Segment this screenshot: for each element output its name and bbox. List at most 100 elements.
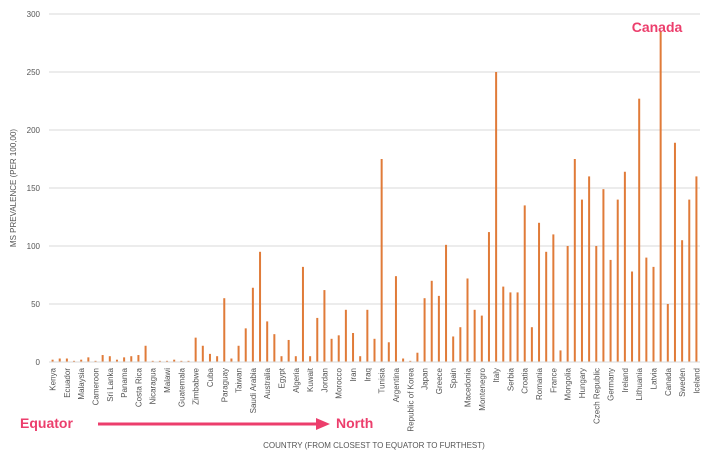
x-tick-label: Morocco [335, 367, 344, 398]
bar [151, 360, 154, 362]
bar [588, 176, 591, 362]
bars [51, 31, 698, 363]
x-tick-label: Kuwait [306, 367, 315, 392]
x-tick-label: Sri Lanka [106, 367, 115, 401]
bar [616, 199, 619, 362]
x-tick-label: Croatia [521, 367, 530, 393]
bar [294, 356, 297, 362]
bar [237, 345, 240, 362]
bar [359, 356, 362, 362]
bar [266, 321, 269, 362]
canada-annotation: Canada [632, 19, 683, 35]
bar [580, 199, 583, 362]
y-tick-label: 200 [27, 126, 41, 135]
bar [402, 358, 405, 362]
x-tick-label: Egypt [278, 367, 287, 388]
bar [137, 355, 140, 362]
x-axis-ticks: Kenya Ecuador Malaysia Cameroon Sri Lanka Pan… [49, 367, 702, 431]
bar [538, 222, 541, 362]
bar [58, 358, 61, 362]
y-tick-label: 50 [31, 300, 40, 309]
x-tick-label: Iran [349, 368, 358, 382]
x-axis-title: COUNTRY (FROM CLOSEST TO EQUATOR TO FURT… [263, 441, 485, 450]
bar [330, 338, 333, 362]
x-tick-label: Japan [421, 368, 430, 390]
bar [94, 360, 97, 362]
x-tick-label: Argentina [392, 367, 401, 402]
bar [73, 360, 76, 362]
bar [416, 352, 419, 362]
bar [280, 356, 283, 362]
x-tick-label: Saudi Arabia [249, 367, 258, 413]
y-tick-label: 250 [27, 68, 41, 77]
bar [452, 336, 455, 362]
x-tick-label: Romania [535, 367, 544, 400]
bar [609, 259, 612, 362]
bar [309, 356, 312, 362]
north-annotation: North [336, 415, 373, 431]
bar [208, 353, 211, 362]
x-tick-label: Lithuania [635, 367, 644, 400]
x-tick-label: Malaysia [77, 367, 86, 399]
bar [559, 350, 562, 362]
gridlines [49, 13, 700, 305]
x-tick-label: Panama [120, 367, 129, 397]
bar [638, 98, 641, 363]
equator-annotation: Equator [20, 415, 73, 431]
direction-arrow [98, 418, 330, 430]
bar [316, 317, 319, 362]
bar [87, 357, 90, 362]
bar [502, 286, 505, 362]
x-tick-label: Iceland [692, 368, 701, 394]
bar [366, 309, 369, 362]
bar [487, 232, 490, 362]
x-tick-label: Guatemala [177, 367, 186, 407]
x-tick-label: Cameroon [92, 368, 101, 405]
bar [652, 266, 655, 362]
bar [180, 360, 183, 362]
bar [666, 304, 669, 362]
x-tick-label: Nicaragua [149, 367, 158, 404]
bar [158, 360, 161, 362]
bar [437, 295, 440, 362]
x-tick-label: Republic of Korea [406, 367, 415, 431]
x-tick-label: France [549, 367, 558, 392]
bar [545, 251, 548, 362]
bar [645, 257, 648, 362]
bar [595, 246, 598, 362]
bar [602, 189, 605, 362]
bar [166, 360, 169, 362]
bar [251, 287, 254, 362]
bar [373, 338, 376, 362]
bar [51, 359, 54, 362]
x-tick-label: Sweden [678, 368, 687, 397]
bar [80, 359, 83, 362]
x-tick-label: Australia [263, 367, 272, 399]
x-tick-label: Kenya [49, 367, 58, 390]
x-tick-label: Czech Republic [592, 368, 601, 424]
bar [230, 358, 233, 362]
bar [459, 327, 462, 362]
x-tick-label: Montenegro [478, 367, 487, 410]
x-tick-label: Serbia [506, 367, 515, 391]
bar [130, 356, 133, 362]
bar [673, 142, 676, 362]
bar [287, 339, 290, 362]
x-tick-label: Italy [492, 368, 501, 383]
y-axis-ticks: 0 50 100 150 200 250 300 [27, 10, 41, 367]
bar [523, 205, 526, 362]
bar [223, 298, 226, 362]
bar [573, 159, 576, 362]
x-tick-label: Costa Rica [134, 367, 143, 407]
bar [273, 334, 276, 362]
bar [530, 327, 533, 362]
y-axis-title: MS PREVALENCE (PER 100,00) [9, 129, 18, 247]
bar [259, 251, 262, 362]
x-tick-label: Taiwan [235, 368, 244, 393]
bar [480, 315, 483, 362]
x-tick-label: Latvia [650, 367, 659, 389]
bar [495, 72, 498, 362]
y-tick-label: 150 [27, 184, 41, 193]
bar [430, 280, 433, 362]
